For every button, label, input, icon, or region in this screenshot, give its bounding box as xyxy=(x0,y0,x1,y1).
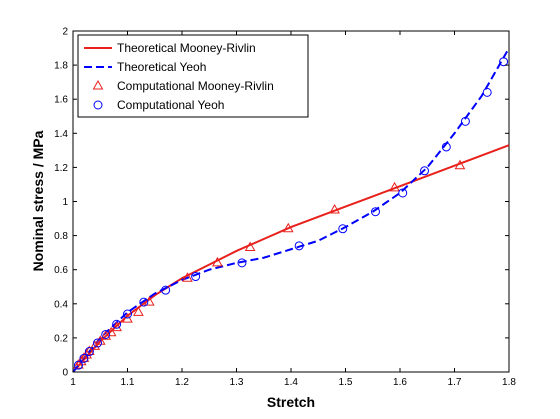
data-point xyxy=(420,166,430,176)
series-0 xyxy=(72,144,510,373)
data-point xyxy=(101,329,111,339)
data-point xyxy=(84,347,94,357)
series-3 xyxy=(73,57,509,370)
data-point xyxy=(398,188,408,198)
data-point xyxy=(139,297,149,307)
y-tick-label: 1.2 xyxy=(54,163,68,174)
data-point xyxy=(73,359,84,369)
series-layer xyxy=(72,47,510,373)
data-point xyxy=(191,272,201,282)
data-point xyxy=(237,258,247,268)
x-tick-label: 1.7 xyxy=(448,377,462,388)
y-tick-label: 0.4 xyxy=(54,299,68,310)
data-point xyxy=(143,296,155,306)
legend: Theoretical Mooney-Rivlin Theoretical Yeo… xyxy=(77,34,309,118)
data-point xyxy=(482,87,492,97)
x-tick-label: 1 xyxy=(70,377,76,388)
data-point xyxy=(111,321,122,332)
data-point xyxy=(460,116,470,126)
legend-label: Computational Yeoh xyxy=(117,98,224,112)
data-point xyxy=(122,313,133,323)
data-point xyxy=(93,338,103,348)
data-point xyxy=(73,360,83,370)
data-point xyxy=(370,207,380,217)
y-tick-label: 0.2 xyxy=(54,333,68,344)
series-1 xyxy=(72,47,510,373)
data-point xyxy=(338,224,348,234)
legend-symbol xyxy=(93,100,103,110)
data-point xyxy=(83,345,95,356)
legend-entries: Theoretical Mooney-Rivlin Theoretical Yeo… xyxy=(84,41,274,112)
legend-label: Theoretical Yeoh xyxy=(117,60,206,74)
y-tick-label: 1.6 xyxy=(54,95,68,106)
series-line xyxy=(72,47,510,373)
y-tick-label: 2 xyxy=(62,27,68,38)
x-axis-title: Stretch xyxy=(267,394,315,410)
series-line xyxy=(72,144,510,373)
data-point xyxy=(94,335,106,345)
data-point xyxy=(212,256,223,267)
data-point xyxy=(78,352,90,362)
legend-box xyxy=(77,34,309,118)
y-tick-label: 1.8 xyxy=(54,61,68,72)
y-tick-label: 1 xyxy=(62,197,68,208)
y-tick-label: 0.8 xyxy=(54,231,68,242)
data-point xyxy=(182,272,193,282)
data-point xyxy=(454,159,466,170)
data-point xyxy=(441,142,451,152)
y-tick-label: 0 xyxy=(62,368,68,379)
y-tick-label: 1.4 xyxy=(54,129,68,140)
legend-label: Theoretical Mooney-Rivlin xyxy=(117,41,256,55)
data-point xyxy=(244,241,256,252)
data-point xyxy=(389,181,400,192)
legend-marker xyxy=(92,79,104,90)
data-point xyxy=(161,285,171,295)
data-point xyxy=(112,319,122,329)
legend-symbol xyxy=(92,79,104,90)
x-tick-label: 1.3 xyxy=(230,377,244,388)
data-point xyxy=(89,340,101,350)
legend-marker xyxy=(93,100,103,110)
y-tick-label: 0.6 xyxy=(54,265,68,276)
ticks-layer: 1 1.1 1.2 1.3 1.4 1.5 1.6 1.7 1.8 0 0.2 0.4 0.6 0.8 1 1… xyxy=(54,27,516,389)
series-2 xyxy=(73,159,466,369)
data-point xyxy=(133,306,144,316)
data-point xyxy=(100,330,112,340)
data-point xyxy=(123,309,132,319)
data-point xyxy=(294,241,304,251)
x-tick-label: 1.4 xyxy=(284,377,298,388)
data-point xyxy=(79,353,89,363)
data-point xyxy=(282,222,294,233)
x-tick-label: 1.2 xyxy=(175,377,189,388)
x-tick-label: 1.5 xyxy=(339,377,353,388)
x-tick-label: 1.1 xyxy=(121,377,135,388)
data-point xyxy=(329,204,340,214)
legend-label: Computational Mooney-Rivlin xyxy=(117,79,274,93)
data-point xyxy=(499,57,509,67)
x-tick-label: 1.6 xyxy=(393,377,407,388)
x-tick-label: 1.8 xyxy=(502,377,516,388)
y-axis-title: Nominal stress / MPa xyxy=(30,130,46,271)
